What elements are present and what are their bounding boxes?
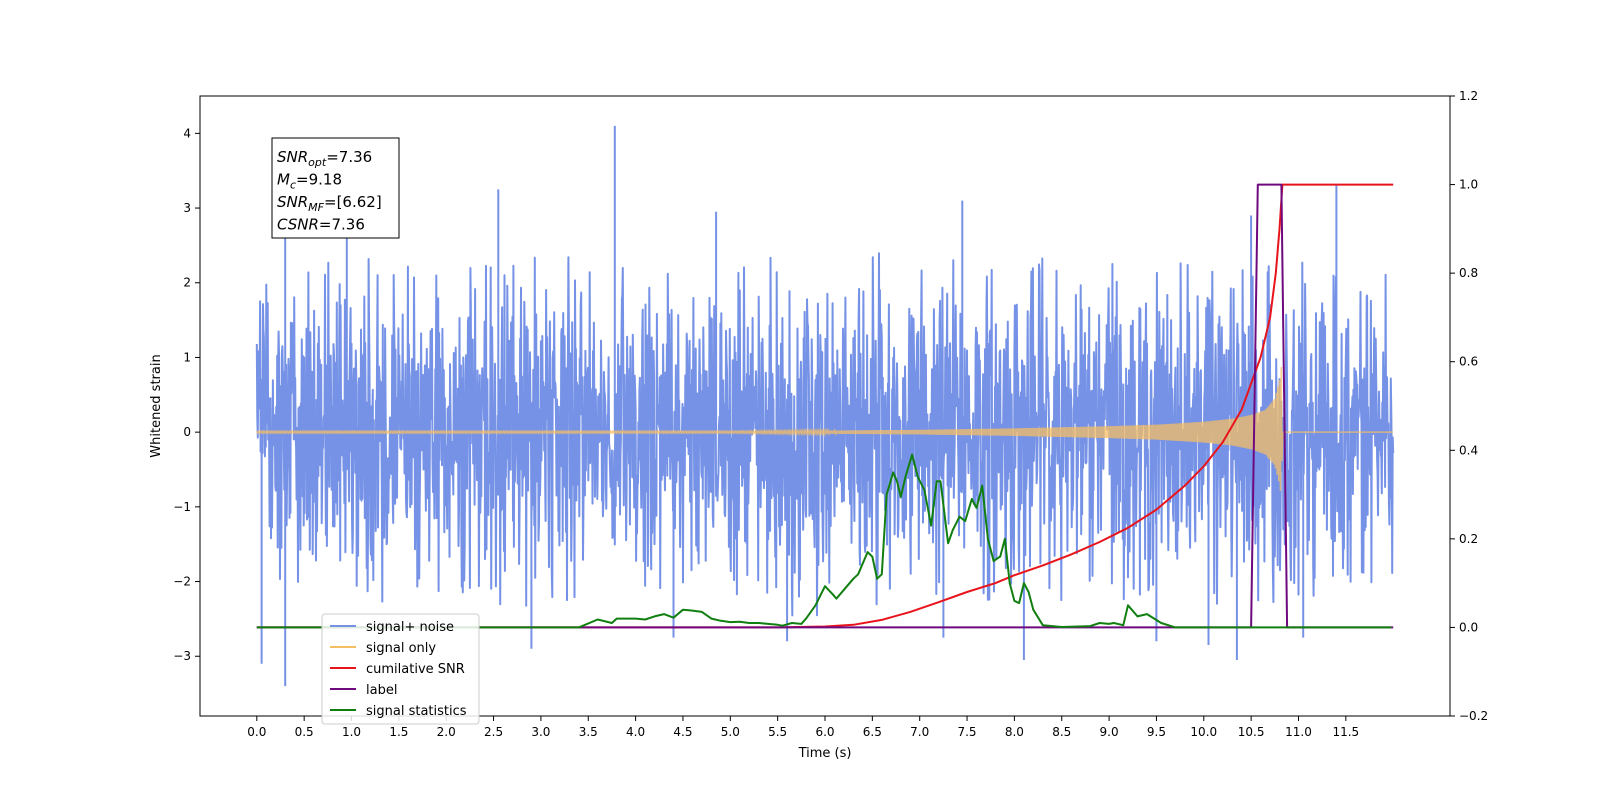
series-signal-noise-line [255,125,1395,687]
x-axis-label: Time (s) [798,746,852,761]
x-tick-label: 6.0 [815,725,834,739]
y2-tick-label: 1.2 [1459,89,1478,103]
x-axis: 0.0 0.5 1.0 1.5 2.0 2.5 3.0 3.5 4.0 4.5 5.0 5.5 6.0 6… [247,716,1359,739]
y-tick-label: 2 [183,276,191,290]
y-tick-label: 0 [183,425,191,439]
x-tick-label: 4.5 [673,725,692,739]
y-tick-label: 1 [183,350,191,364]
annotation-line: Mc=9.18 [277,171,342,192]
y-tick-label: 4 [183,126,191,140]
legend-label-signal-noise: signal+ noise [366,620,454,635]
y2-tick-label: 0.6 [1459,355,1478,369]
x-tick-label: 4.0 [626,725,645,739]
series-signal-statistics-line [256,453,1392,629]
x-tick-label: 10.5 [1238,725,1265,739]
x-tick-label: 1.5 [389,725,408,739]
y-axis-label: Whitened strain [149,354,164,457]
series-signal-only-line [256,366,1394,491]
y2-tick-label: 0.8 [1459,266,1478,280]
x-tick-label: 2.0 [437,725,456,739]
legend-label-cumilative-snr: cumilative SNR [366,662,465,677]
x-tick-label: 3.5 [579,725,598,739]
y-axis-right: −0.2 0.0 0.2 0.4 0.6 0.8 1.0 1.2 [1450,89,1488,723]
legend-frame [321,613,480,725]
annotation-line: SNRopt=7.36 [277,148,372,169]
series-cumilative-snr-line [256,183,1394,629]
y2-tick-label: 1.0 [1459,178,1478,192]
y-tick-label: −1 [173,500,191,514]
annotation-line: CSNR=7.36 [277,216,365,234]
x-tick-label: 9.5 [1147,725,1166,739]
x-tick-label: 2.5 [484,725,503,739]
y-tick-label: −3 [173,649,191,663]
x-tick-label: 8.0 [1005,725,1024,739]
x-tick-label: 7.0 [910,725,929,739]
legend: signal+ noise signal only cumilative SNR la… [321,613,480,725]
annotation-line: SNRMF=[6.62] [277,193,382,214]
series-layer [255,125,1395,687]
legend-label-signal-only: signal only [366,641,436,656]
x-tick-label: 8.5 [1052,725,1071,739]
y2-tick-label: 0.0 [1459,620,1478,634]
legend-label-signal-statistics: signal statistics [366,704,467,719]
plot-area [255,125,1395,687]
y2-tick-label: 0.2 [1459,532,1478,546]
x-tick-label: 11.5 [1332,725,1359,739]
x-tick-label: 3.0 [531,725,550,739]
y-axis-left: −3 −2 −1 0 1 2 3 4 [173,126,200,663]
x-tick-label: 6.5 [863,725,882,739]
annotation-frame [271,137,400,239]
x-tick-label: 7.5 [957,725,976,739]
x-tick-label: 0.5 [295,725,314,739]
x-tick-label: 5.0 [721,725,740,739]
y2-tick-label: −0.2 [1459,709,1488,723]
x-tick-label: 10.0 [1190,725,1217,739]
x-tick-label: 5.5 [768,725,787,739]
y-tick-label: 3 [183,201,191,215]
y2-tick-label: 0.4 [1459,443,1478,457]
y-tick-label: −2 [173,575,191,589]
x-tick-label: 9.0 [1100,725,1119,739]
x-tick-label: 1.0 [342,725,361,739]
x-tick-label: 0.0 [247,725,266,739]
legend-label-label: label [366,683,397,698]
x-tick-label: 11.0 [1285,725,1312,739]
